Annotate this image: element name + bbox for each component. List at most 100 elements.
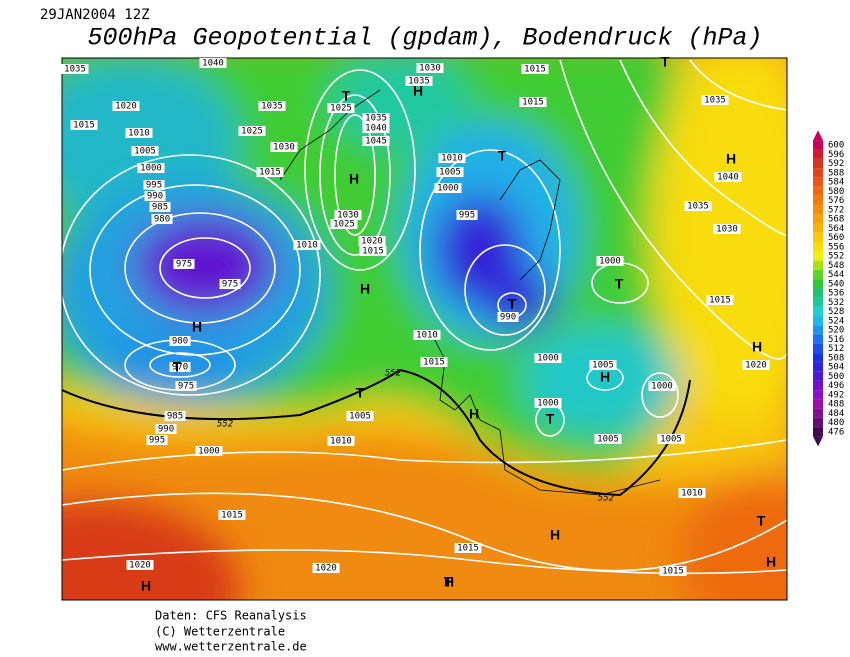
legend-swatch xyxy=(813,242,823,252)
pressure-label-bg xyxy=(742,360,770,370)
pressure-label: 995 xyxy=(146,181,162,191)
pressure-label-bg xyxy=(131,146,159,156)
legend-label: 592 xyxy=(828,159,844,169)
pressure-label: 980 xyxy=(154,215,170,225)
pressure-label: 995 xyxy=(459,211,475,221)
pressure-center: T xyxy=(508,296,517,312)
pressure-label-bg xyxy=(358,236,386,246)
pressure-center: T xyxy=(356,385,365,401)
legend-label: 476 xyxy=(828,427,844,437)
pressure-label: 1005 xyxy=(439,168,461,178)
legend-label: 556 xyxy=(828,242,844,252)
pressure-label: 1025 xyxy=(333,220,355,230)
legend-swatch xyxy=(813,380,823,391)
pressure-label-bg xyxy=(454,543,482,553)
pressure-center: T xyxy=(444,574,453,590)
legend-swatch xyxy=(813,306,823,317)
pressure-label: 1000 xyxy=(599,257,621,267)
pressure-label: 985 xyxy=(167,412,183,422)
pressure-label-bg xyxy=(327,436,355,446)
pressure-label-bg xyxy=(594,434,622,444)
pressure-center: H xyxy=(766,554,776,570)
contour-label: 552 xyxy=(385,369,401,379)
pressure-label: 1005 xyxy=(660,435,682,445)
pressure-label-bg xyxy=(218,510,246,520)
pressure-label: 1020 xyxy=(315,564,337,574)
pressure-label-bg xyxy=(327,103,355,113)
legend-label: 492 xyxy=(828,390,844,400)
legend-label: 484 xyxy=(828,409,844,419)
legend-swatch xyxy=(813,149,823,159)
pressure-label-bg xyxy=(678,488,706,498)
date: 29JAN2004 12Z xyxy=(40,7,150,23)
pressure-label: 1020 xyxy=(745,361,767,371)
legend-label: 480 xyxy=(828,418,844,428)
pressure-center: H xyxy=(192,319,202,335)
legend-label: 552 xyxy=(828,252,844,262)
pressure-label: 1000 xyxy=(198,447,220,457)
field xyxy=(62,58,787,600)
source: Daten: CFS Reanalysis xyxy=(155,609,307,623)
pressure-center: H xyxy=(469,406,479,422)
legend-label: 496 xyxy=(828,381,844,391)
pressure-label-bg xyxy=(706,295,734,305)
pressure-center: H xyxy=(550,527,560,543)
pressure-label-bg xyxy=(155,424,177,434)
legend-swatch xyxy=(813,205,823,215)
pressure-label: 1015 xyxy=(73,121,95,131)
legend-label: 532 xyxy=(828,298,844,308)
legend-swatch xyxy=(813,399,823,409)
pressure-label-bg xyxy=(312,563,340,573)
pressure-label: 1010 xyxy=(441,154,463,164)
pressure-label: 990 xyxy=(158,425,174,435)
legend-swatch xyxy=(813,390,823,400)
coastlines xyxy=(279,89,661,496)
pressure-label: 1005 xyxy=(597,435,619,445)
pressure-label-bg xyxy=(657,434,685,444)
legend-swatch xyxy=(813,168,823,178)
pressure-label: 970 xyxy=(172,363,188,373)
pressure-label-bg xyxy=(256,167,284,177)
pressure-label: 1035 xyxy=(64,65,86,75)
pressure-center: H xyxy=(360,281,370,297)
pressure-label-bg xyxy=(334,210,362,220)
legend-swatch xyxy=(813,334,823,344)
legend-label: 512 xyxy=(828,344,844,354)
pressure-center: H xyxy=(141,578,151,594)
contour-552 xyxy=(62,368,691,497)
pressure-center: H xyxy=(726,151,736,167)
pressure-label: 975 xyxy=(178,382,194,392)
legend-swatch xyxy=(813,362,823,372)
legend-label: 560 xyxy=(828,233,844,243)
pressure-label-bg xyxy=(521,64,549,74)
pressure-label-bg xyxy=(61,64,89,74)
pressure-label-bg xyxy=(195,446,223,456)
pressure-label-bg xyxy=(173,259,195,269)
legend-label: 516 xyxy=(828,335,844,345)
legend-swatch xyxy=(813,177,823,187)
pressure-label: 1035 xyxy=(408,77,430,87)
pressure-center: T xyxy=(342,88,351,104)
legend-arrow-bottom xyxy=(813,436,823,447)
pressure-label-bg xyxy=(434,183,462,193)
legend-swatch xyxy=(813,408,823,418)
pressure-label-bg xyxy=(199,58,227,68)
pressure-label-bg xyxy=(589,360,617,370)
pressure-label: 1000 xyxy=(140,164,162,174)
pressure-label-bg xyxy=(534,353,562,363)
pressure-label: 1015 xyxy=(709,296,731,306)
pressure-label-bg xyxy=(149,202,171,212)
legend-swatch xyxy=(813,297,823,307)
legend-swatch xyxy=(813,316,823,326)
pressure-label-bg xyxy=(151,214,173,224)
pressure-label-bg xyxy=(596,256,624,266)
pressure-label-bg xyxy=(238,126,266,136)
legend-label: 524 xyxy=(828,316,844,326)
legend-label: 572 xyxy=(828,205,844,215)
pressure-label: 1010 xyxy=(681,489,703,499)
pressure-label: 1000 xyxy=(651,382,673,392)
pressure-label: 985 xyxy=(152,203,168,213)
pressure-label: 1035 xyxy=(704,96,726,106)
pressure-center: H xyxy=(444,574,454,590)
